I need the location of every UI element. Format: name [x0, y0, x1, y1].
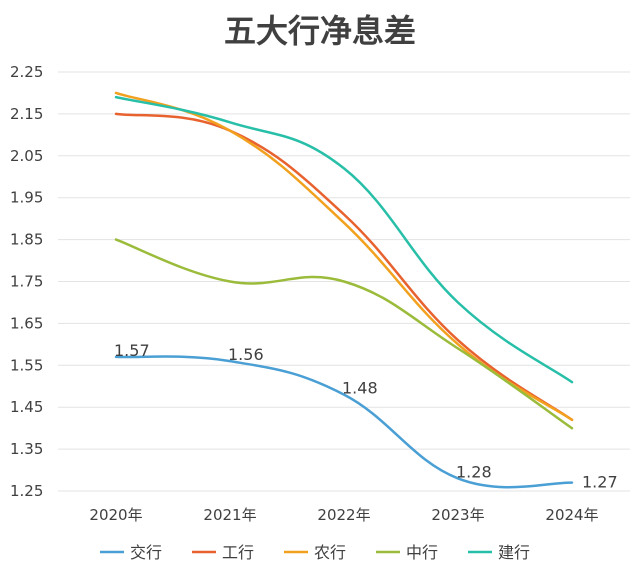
series-line [114, 355, 574, 489]
legend-label: 工行 [222, 543, 254, 562]
y-tick-label: 1.75 [10, 273, 43, 291]
x-tick-label: 2020年 [89, 506, 142, 524]
x-tick-label: 2021年 [203, 506, 256, 524]
y-tick-label: 1.95 [10, 189, 43, 207]
y-tick-label: 2.15 [10, 105, 43, 123]
series-line [114, 238, 574, 430]
chart-title: 五大行净息差 [224, 12, 416, 50]
data-label: 1.27 [582, 473, 618, 492]
y-tick-label: 1.55 [10, 356, 43, 374]
data-label: 1.48 [342, 379, 378, 398]
y-tick-label: 2.25 [10, 63, 43, 81]
y-axis-ticks: 1.25 1.35 1.45 1.55 1.65 1.75 1.85 1.95 2.05 2.15… [10, 63, 43, 500]
data-label: 1.28 [456, 462, 492, 481]
data-label: 1.57 [114, 341, 150, 360]
x-axis-ticks: 2020年 2021年 2022年 2023年 2024年 [89, 506, 598, 524]
y-tick-label: 1.65 [10, 314, 43, 332]
data-labels: 1.57 1.56 1.48 1.28 1.27 [114, 341, 618, 492]
y-tick-label: 1.25 [10, 482, 43, 500]
series-line [114, 95, 574, 384]
legend-label: 农行 [314, 543, 346, 562]
x-tick-label: 2024年 [545, 506, 598, 524]
legend-label: 建行 [498, 543, 530, 562]
series-line [114, 112, 574, 422]
y-tick-label: 1.35 [10, 440, 43, 458]
data-label: 1.56 [228, 345, 264, 364]
y-tick-label: 1.85 [10, 231, 43, 249]
legend-label: 中行 [406, 543, 438, 562]
y-tick-label: 2.05 [10, 147, 43, 165]
series-lines [114, 91, 574, 489]
legend-label: 交行 [130, 543, 162, 562]
x-tick-label: 2022年 [317, 506, 370, 524]
series-line [114, 91, 574, 422]
x-tick-label: 2023年 [431, 506, 484, 524]
legend: 交行 工行 农行 中行 建行 [100, 543, 530, 562]
y-tick-label: 1.45 [10, 398, 43, 416]
